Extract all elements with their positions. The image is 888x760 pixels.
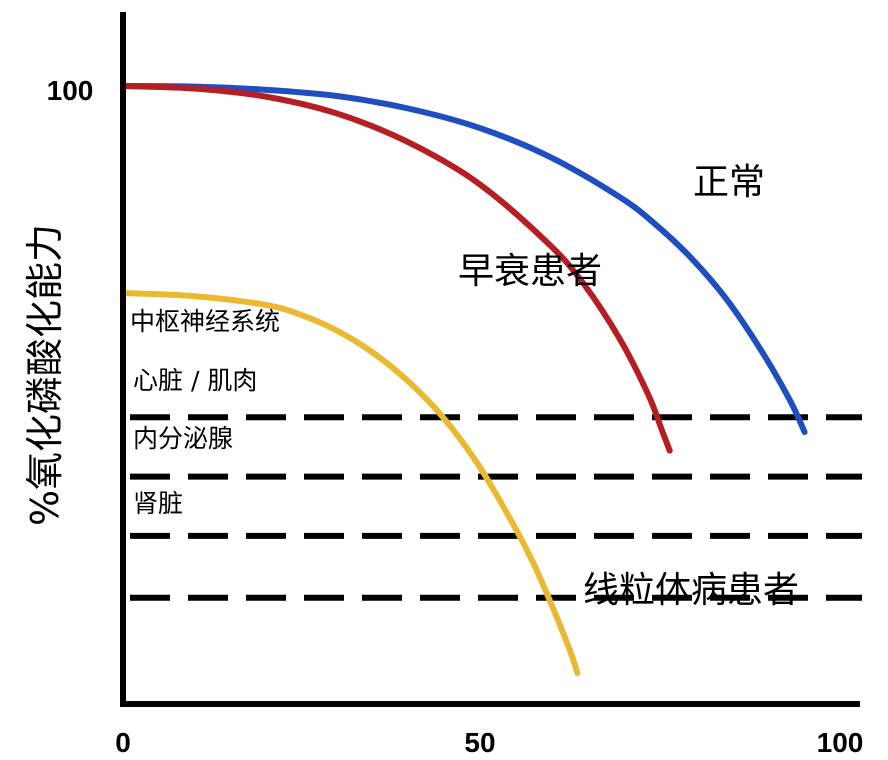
y-axis-label: %氧化磷酸化能力 [23, 224, 67, 526]
series-label-mitochondrial-disease: 线粒体病患者 [583, 570, 799, 611]
series-label-premature-aging: 早衰患者 [458, 251, 602, 292]
axis-ticks: 100 0 50 100 [47, 75, 864, 758]
threshold-labels: 中枢神经系统 心脏 / 肌肉 内分泌腺 肾脏 [130, 307, 280, 518]
x-tick-label: 0 [115, 727, 131, 758]
threshold-label: 肾脏 [133, 489, 183, 518]
series-label-normal: 正常 [693, 162, 765, 203]
x-tick-label: 100 [817, 727, 864, 758]
series-line-mitochondrial-disease [120, 290, 581, 677]
threshold-lines [124, 414, 862, 601]
series-labels: 正常 早衰患者 线粒体病患者 [458, 162, 799, 611]
threshold-label: 心脏 / 肌肉 [133, 366, 257, 395]
y-tick-label: 100 [47, 75, 94, 106]
series-lines [120, 83, 808, 677]
series-line-normal [120, 83, 808, 436]
threshold-label: 内分泌腺 [133, 424, 233, 453]
series-line-premature-aging [120, 83, 673, 454]
threshold-label: 中枢神经系统 [130, 307, 280, 336]
x-tick-label: 50 [464, 727, 495, 758]
